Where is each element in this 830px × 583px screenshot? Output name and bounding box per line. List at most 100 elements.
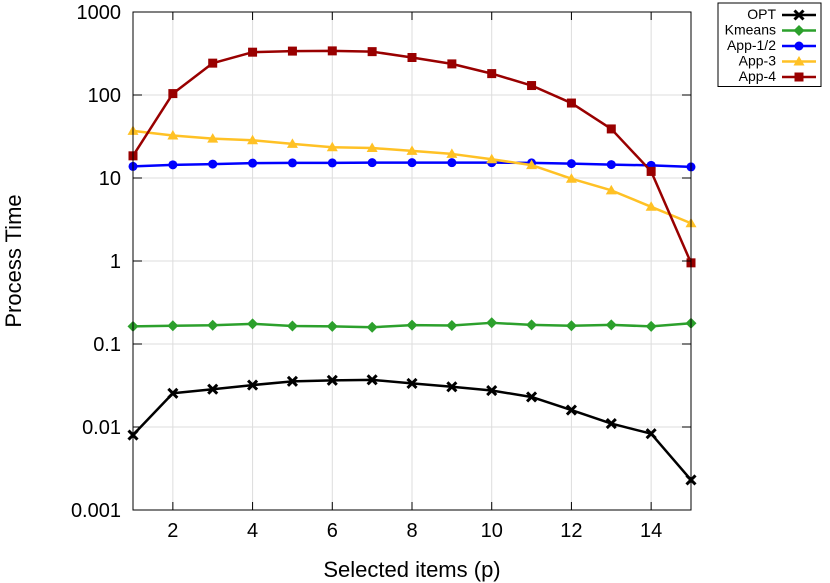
- grid-lines: [133, 11, 691, 511]
- data-point: [407, 53, 417, 63]
- x-tick-label: 2: [167, 520, 178, 542]
- y-tick-label: 0.001: [71, 500, 121, 522]
- data-point: [208, 58, 218, 68]
- data-point: [248, 47, 258, 57]
- legend-item: App-4: [739, 68, 816, 84]
- data-point: [286, 375, 298, 387]
- data-point: [526, 319, 538, 331]
- legend-label: OPT: [747, 6, 776, 22]
- data-point: [566, 98, 576, 108]
- data-point: [526, 391, 538, 403]
- data-point: [207, 383, 219, 395]
- data-point: [606, 160, 616, 170]
- data-point: [565, 320, 577, 332]
- legend-label: Kmeans: [725, 22, 776, 38]
- data-point: [793, 25, 805, 36]
- data-point: [286, 320, 298, 332]
- data-point: [486, 153, 498, 164]
- data-point: [446, 320, 458, 332]
- data-point: [793, 56, 805, 66]
- data-point: [645, 428, 657, 440]
- data-point: [605, 418, 617, 430]
- data-point: [287, 46, 297, 56]
- data-point: [486, 384, 498, 397]
- data-point: [645, 320, 657, 332]
- x-tick-label: 6: [327, 520, 338, 542]
- data-point: [167, 130, 179, 140]
- series-app-3: [127, 125, 697, 228]
- data-point: [366, 321, 378, 333]
- y-axis: 0.001 0.01 0.1 1 10 100 1000: [71, 2, 691, 522]
- x-tick-label: 8: [406, 520, 417, 542]
- data-point: [605, 319, 617, 331]
- data-point: [286, 138, 298, 148]
- x-tick-label: 14: [640, 520, 662, 542]
- data-point: [794, 72, 804, 82]
- data-point: [207, 319, 219, 331]
- x-axis-label: Selected items (p): [323, 557, 500, 582]
- data-point: [326, 141, 338, 152]
- data-point: [406, 319, 418, 331]
- y-tick-label: 0.01: [82, 417, 121, 439]
- data-point: [565, 173, 577, 183]
- data-point: [526, 159, 538, 170]
- data-point: [446, 148, 458, 158]
- data-point: [247, 134, 259, 145]
- series-layer: [127, 46, 697, 486]
- data-point: [367, 158, 377, 168]
- data-point: [167, 387, 179, 399]
- data-point: [606, 124, 616, 134]
- data-point: [168, 89, 178, 99]
- data-point: [487, 69, 497, 79]
- legend-label: App-4: [739, 68, 777, 84]
- x-tick-label: 4: [247, 520, 258, 542]
- data-point: [794, 41, 804, 51]
- data-point: [406, 377, 418, 389]
- data-point: [366, 142, 378, 152]
- data-point: [447, 158, 457, 168]
- data-point: [326, 320, 338, 332]
- data-point: [527, 81, 537, 91]
- data-point: [486, 317, 498, 329]
- data-point: [248, 158, 258, 168]
- data-point: [247, 379, 259, 391]
- data-point: [793, 9, 805, 21]
- data-point: [566, 159, 576, 169]
- data-point: [326, 374, 338, 386]
- series-opt: [127, 374, 697, 486]
- legend-item: App-1/2: [727, 37, 816, 53]
- data-point: [407, 158, 417, 168]
- data-point: [645, 201, 657, 211]
- data-point: [406, 145, 418, 155]
- legend-label: App-1/2: [727, 37, 776, 53]
- data-point: [167, 320, 179, 332]
- y-tick-label: 1000: [77, 2, 122, 24]
- y-axis-label: Process Time: [1, 194, 26, 327]
- legend-item: OPT: [747, 6, 816, 22]
- data-point: [446, 381, 458, 393]
- data-point: [247, 318, 259, 330]
- y-tick-label: 10: [99, 168, 121, 190]
- y-tick-label: 100: [88, 85, 121, 107]
- data-point: [565, 404, 577, 416]
- legend-item: Kmeans: [725, 22, 816, 38]
- data-point: [168, 160, 178, 170]
- data-point: [327, 46, 337, 56]
- data-point: [646, 166, 656, 176]
- y-tick-label: 1: [110, 251, 121, 273]
- data-point: [207, 133, 219, 143]
- x-axis: 2 4 6 8 10 12 14: [167, 12, 662, 542]
- data-point: [327, 158, 337, 168]
- y-tick-label: 0.1: [93, 334, 121, 356]
- data-point: [208, 159, 218, 169]
- legend-item: App-3: [739, 53, 816, 69]
- data-point: [367, 47, 377, 57]
- legend-label: App-3: [739, 53, 777, 69]
- data-point: [447, 59, 457, 69]
- x-tick-label: 12: [560, 520, 582, 542]
- data-point: [605, 184, 617, 195]
- series-kmeans: [127, 317, 697, 333]
- x-tick-label: 10: [481, 520, 503, 542]
